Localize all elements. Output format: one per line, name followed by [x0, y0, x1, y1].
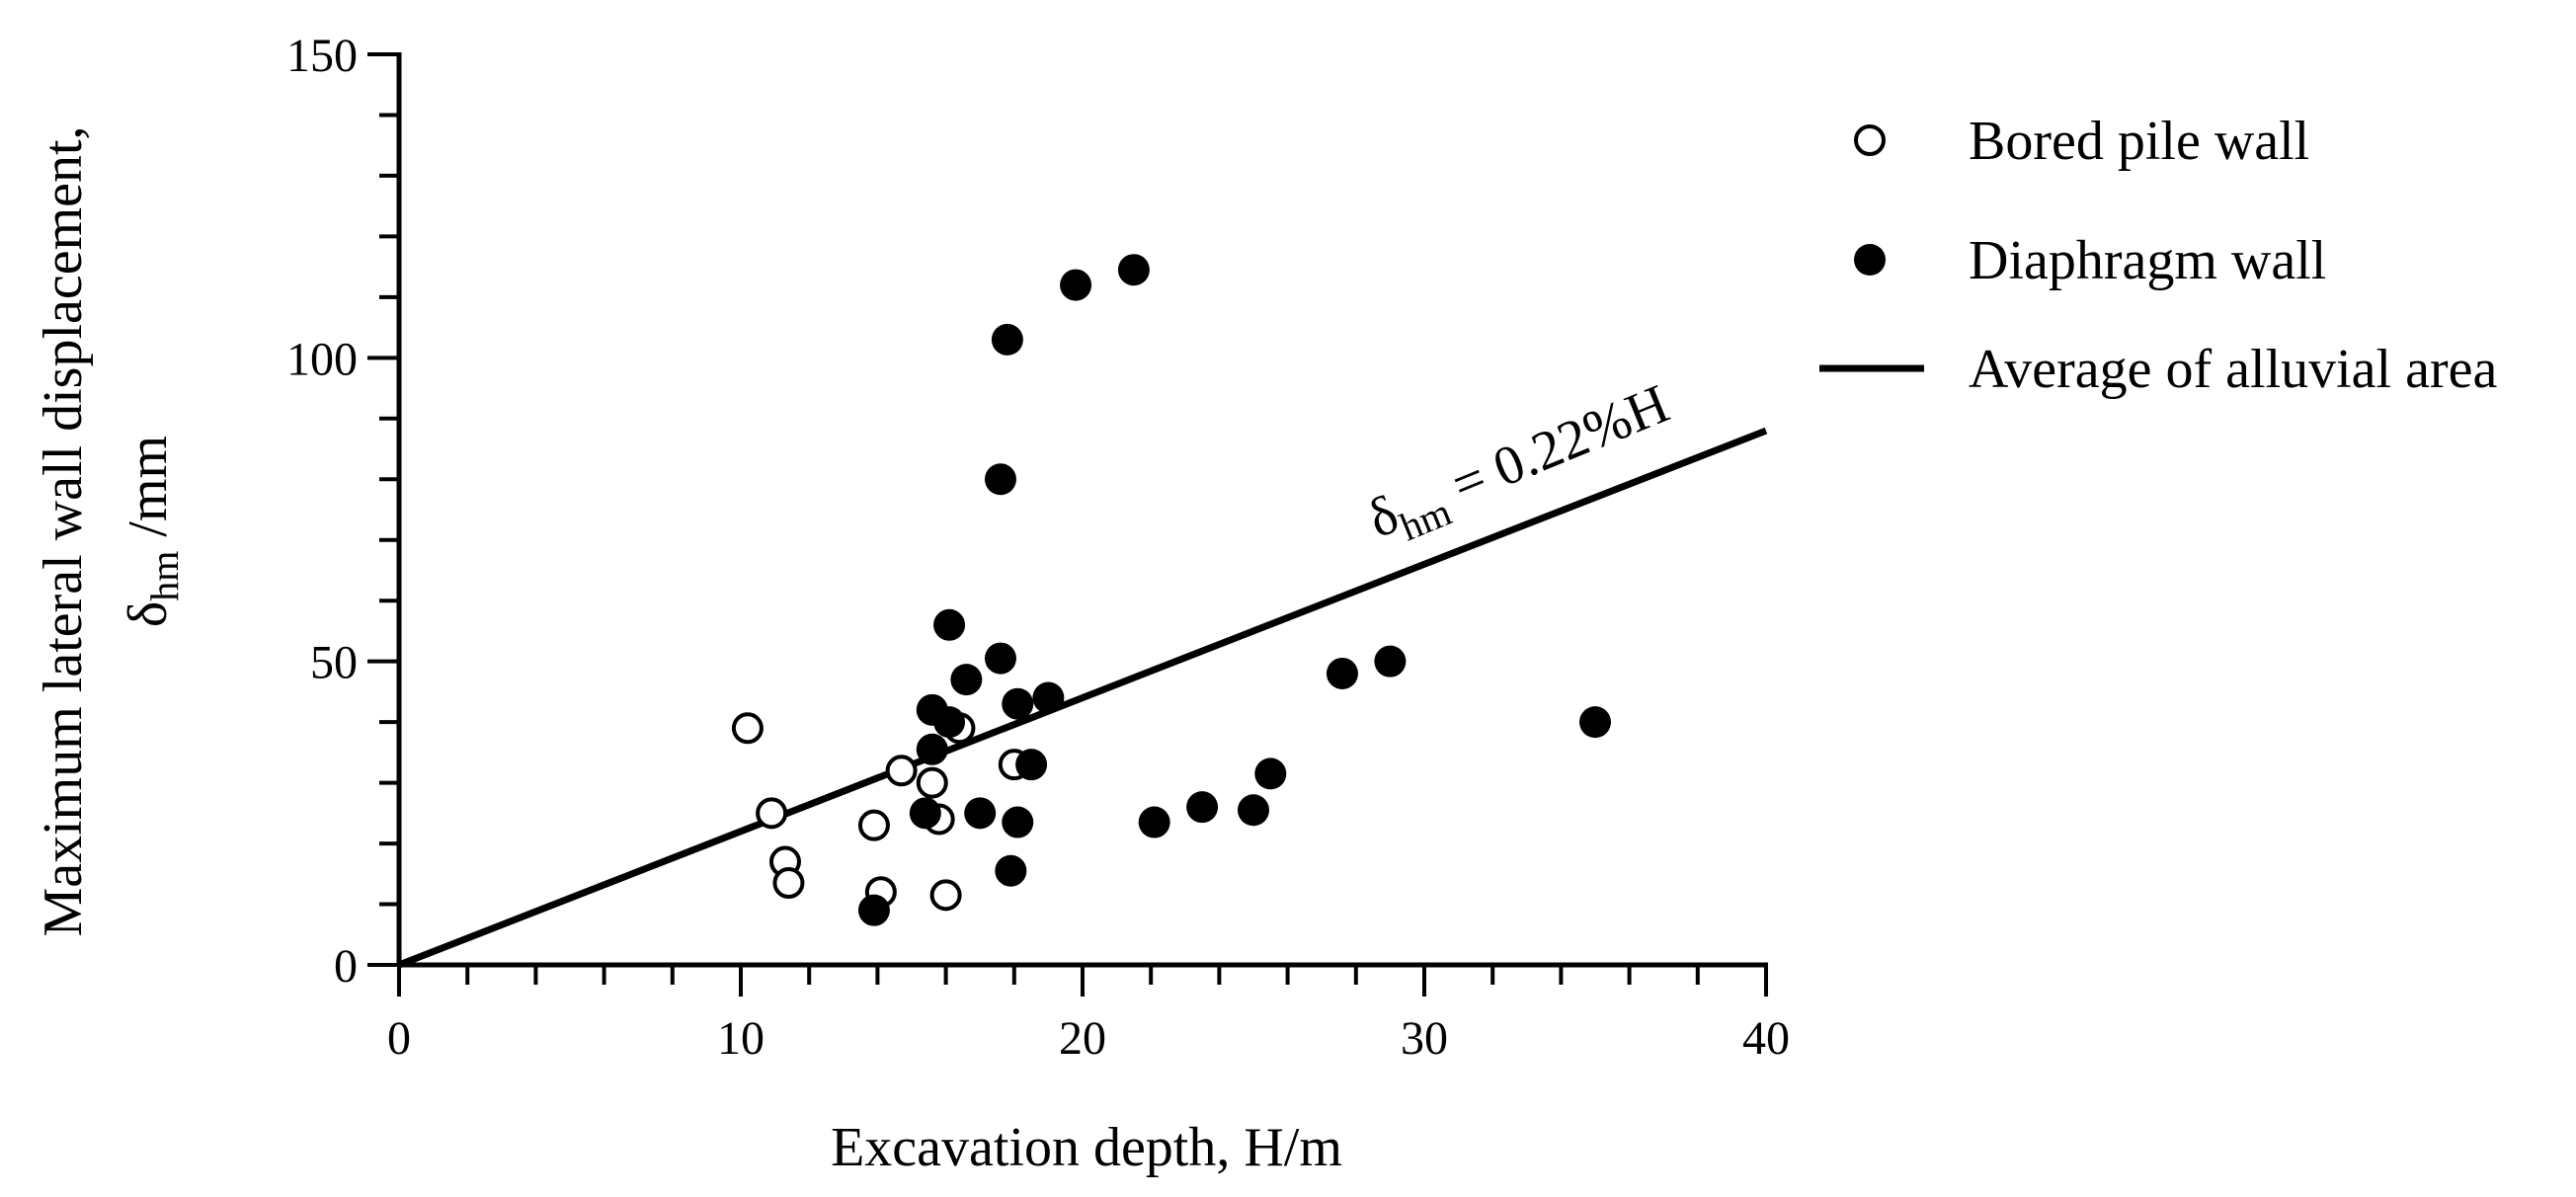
x-axis-title: Excavation depth, H/m	[831, 1117, 1342, 1178]
fit-line-group	[397, 427, 1768, 969]
data-points	[731, 254, 1611, 926]
legend-marker-bored-pile	[1854, 124, 1886, 156]
diaphragm-point	[1186, 791, 1219, 824]
bored-pile-point	[857, 809, 890, 841]
diaphragm-point	[1015, 749, 1048, 781]
fit-equation-label: δhm = 0.22%H	[1359, 373, 1681, 559]
bored-pile-point	[731, 712, 764, 745]
bored-pile-point	[929, 879, 962, 912]
diaphragm-point	[1254, 758, 1287, 790]
diaphragm-point	[1002, 687, 1034, 720]
diaphragm-point	[1238, 794, 1269, 827]
y-axis-symbol: δ	[118, 601, 179, 627]
diaphragm-point	[1138, 806, 1170, 838]
y-axis-subscript: hm	[142, 551, 187, 601]
diaphragm-point	[984, 463, 1016, 496]
x-tick-label: 30	[1401, 1012, 1448, 1065]
y-tick-label: 100	[286, 333, 358, 385]
x-tick-label: 40	[1742, 1012, 1790, 1065]
bored-pile-point	[885, 755, 918, 787]
legend-label-bored-pile: Bored pile wall	[1969, 111, 2309, 172]
diaphragm-point	[1374, 645, 1407, 678]
diaphragm-point	[964, 797, 997, 830]
x-tick-label: 0	[387, 1012, 411, 1065]
bored-pile-point	[916, 766, 948, 799]
diaphragm-point	[1060, 269, 1092, 301]
legend-label-diaphragm: Diaphragm wall	[1969, 230, 2326, 291]
y-tick-label: 150	[286, 30, 358, 82]
diaphragm-point	[933, 706, 966, 739]
x-tick-label: 10	[717, 1012, 765, 1065]
diaphragm-point	[1032, 681, 1065, 714]
average-fit-line	[397, 427, 1768, 969]
y-tick-label: 50	[310, 637, 358, 689]
diaphragm-point	[991, 323, 1023, 356]
bored-pile-point	[756, 797, 788, 830]
x-tick-label: 20	[1059, 1012, 1106, 1065]
diaphragm-point	[1579, 706, 1611, 739]
diaphragm-point	[933, 608, 966, 641]
diaphragm-point	[1117, 254, 1150, 286]
diaphragm-point	[950, 664, 983, 696]
equation-text: = 0.22%H	[1430, 373, 1677, 521]
legend-label-average: Average of alluvial area	[1969, 339, 2497, 400]
y-axis-title-line1: Maximum lateral wall displacement,	[33, 125, 94, 936]
legend-marker-diaphragm	[1854, 244, 1886, 276]
ticks: 0 10 20 30 40 0 50 100 150	[286, 30, 1790, 1065]
y-tick-label: 0	[334, 940, 358, 993]
diaphragm-point	[1326, 657, 1358, 689]
diaphragm-point	[909, 797, 941, 830]
diaphragm-point	[995, 854, 1027, 887]
diaphragm-point	[857, 894, 890, 926]
diaphragm-point	[984, 642, 1016, 675]
legend: Bored pile wall Diaphragm wall Average o…	[1819, 111, 2497, 400]
bored-pile-point	[772, 867, 805, 900]
diaphragm-point	[916, 733, 948, 765]
diaphragm-point	[1002, 806, 1034, 838]
y-axis-unit: /mm	[118, 436, 179, 551]
y-axis-title-line2: δhm /mm	[118, 436, 187, 627]
